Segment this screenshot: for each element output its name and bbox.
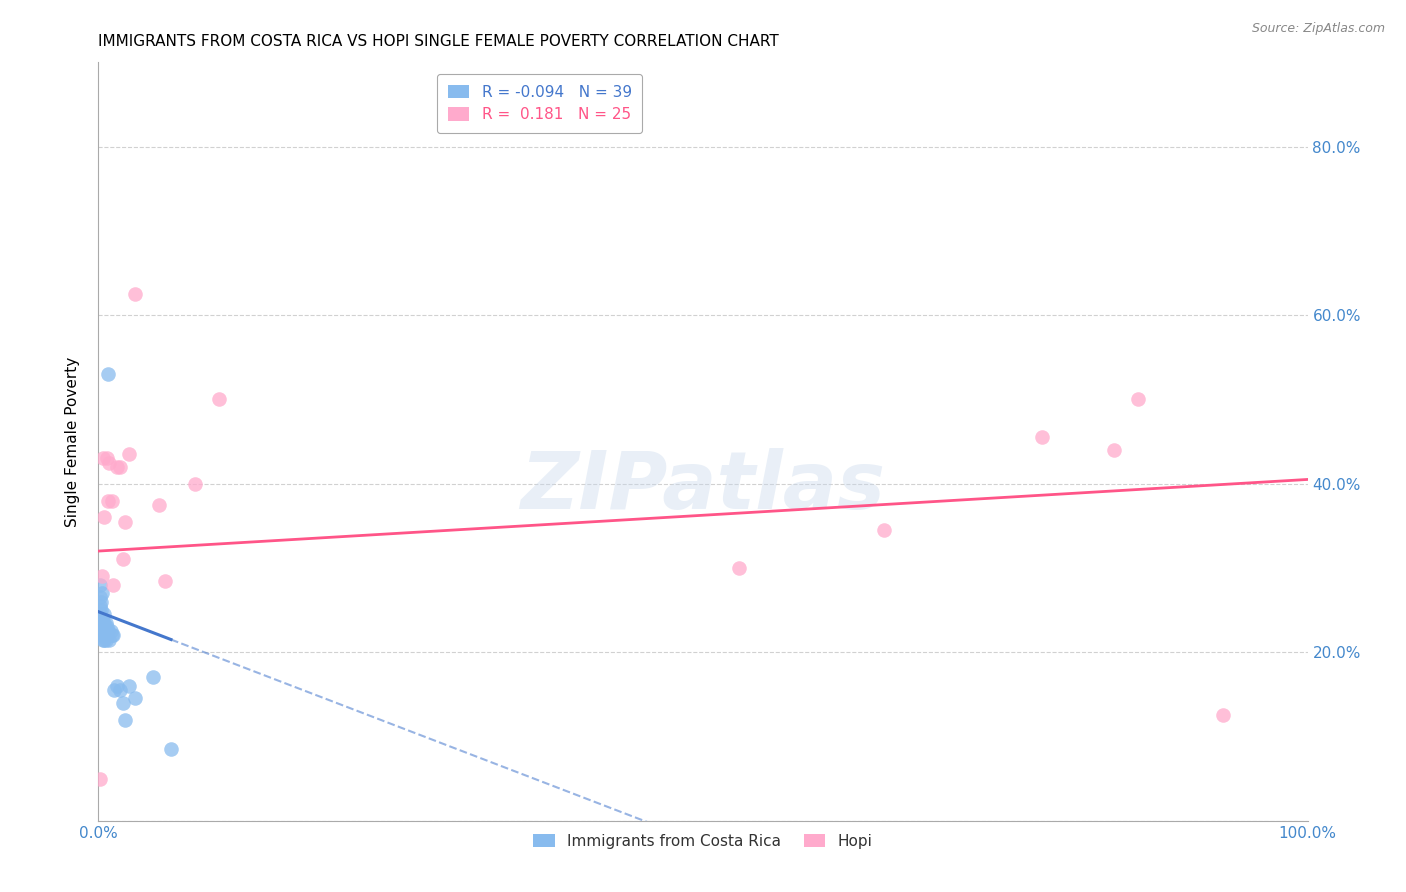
Text: ZIPatlas: ZIPatlas xyxy=(520,448,886,526)
Point xyxy=(114,713,136,727)
Point xyxy=(118,679,141,693)
Text: Source: ZipAtlas.com: Source: ZipAtlas.com xyxy=(1251,22,1385,36)
Point xyxy=(1031,430,1053,444)
Point xyxy=(142,670,165,684)
Point xyxy=(91,451,114,466)
Point xyxy=(94,624,117,639)
Point xyxy=(1212,708,1234,723)
Point xyxy=(111,696,134,710)
Point xyxy=(97,493,120,508)
Point xyxy=(148,498,170,512)
Point xyxy=(90,611,112,625)
Point xyxy=(89,591,111,605)
Point xyxy=(100,628,122,642)
Point xyxy=(91,569,114,583)
Point xyxy=(96,620,118,634)
Point xyxy=(91,620,114,634)
Point xyxy=(89,607,111,622)
Y-axis label: Single Female Poverty: Single Female Poverty xyxy=(65,357,80,526)
Point xyxy=(94,615,117,630)
Point xyxy=(97,624,120,639)
Point xyxy=(184,476,207,491)
Point xyxy=(105,459,128,474)
Point xyxy=(98,456,121,470)
Point xyxy=(91,628,114,642)
Point xyxy=(93,607,115,622)
Point xyxy=(89,772,111,786)
Point xyxy=(728,561,751,575)
Point xyxy=(94,632,117,647)
Point xyxy=(89,599,111,613)
Point xyxy=(91,632,114,647)
Point xyxy=(90,594,112,608)
Point xyxy=(103,683,125,698)
Point xyxy=(91,624,114,639)
Point xyxy=(91,586,114,600)
Point xyxy=(89,578,111,592)
Point xyxy=(118,447,141,461)
Point xyxy=(96,628,118,642)
Point xyxy=(124,287,146,301)
Point xyxy=(105,679,128,693)
Point xyxy=(101,578,124,592)
Point xyxy=(96,451,118,466)
Point xyxy=(873,523,896,537)
Point xyxy=(90,603,112,617)
Point xyxy=(153,574,176,588)
Point xyxy=(108,683,131,698)
Legend: Immigrants from Costa Rica, Hopi: Immigrants from Costa Rica, Hopi xyxy=(527,828,879,855)
Point xyxy=(101,628,124,642)
Point xyxy=(160,742,183,756)
Point xyxy=(100,624,122,639)
Point xyxy=(91,615,114,630)
Point xyxy=(93,624,115,639)
Point xyxy=(124,691,146,706)
Point xyxy=(208,392,231,407)
Point xyxy=(100,493,122,508)
Point xyxy=(90,620,112,634)
Point xyxy=(97,367,120,381)
Point xyxy=(98,632,121,647)
Point xyxy=(1102,442,1125,457)
Point xyxy=(1128,392,1150,407)
Text: IMMIGRANTS FROM COSTA RICA VS HOPI SINGLE FEMALE POVERTY CORRELATION CHART: IMMIGRANTS FROM COSTA RICA VS HOPI SINGL… xyxy=(98,34,779,49)
Point xyxy=(93,510,115,524)
Point xyxy=(111,552,134,566)
Point xyxy=(93,615,115,630)
Point xyxy=(93,632,115,647)
Point xyxy=(91,611,114,625)
Point xyxy=(114,515,136,529)
Point xyxy=(108,459,131,474)
